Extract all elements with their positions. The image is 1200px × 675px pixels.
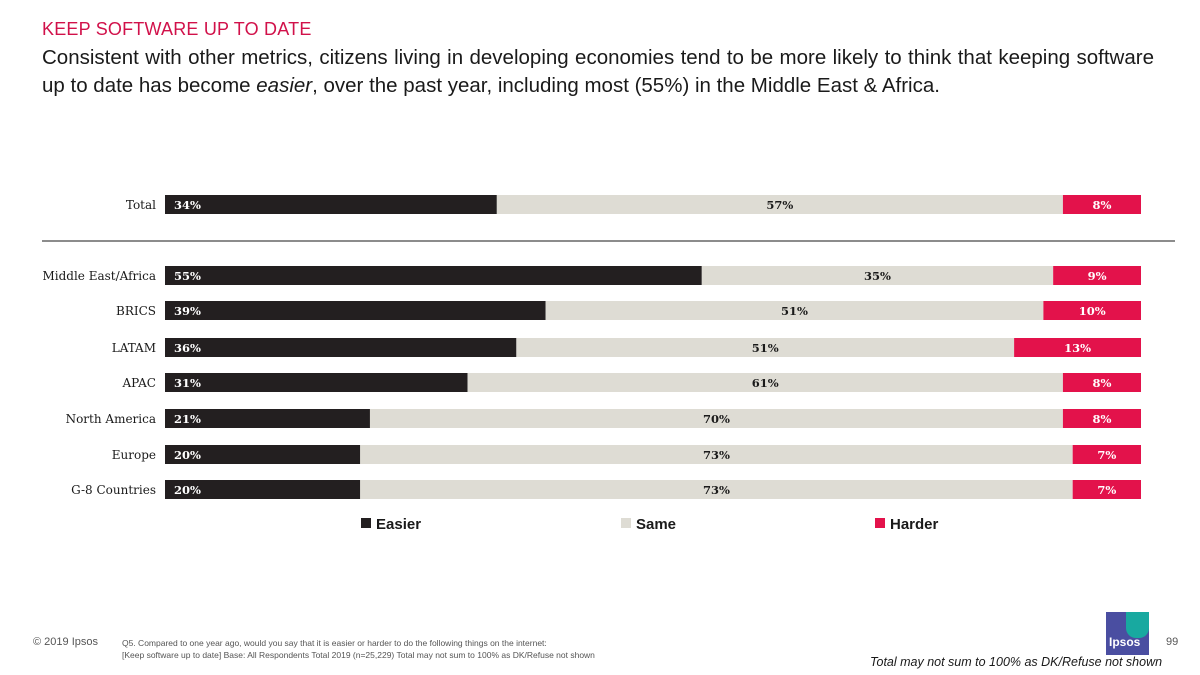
bar-easier-north-america bbox=[165, 409, 370, 428]
copyright: © 2019 Ipsos bbox=[33, 636, 98, 648]
value-label-easier-north-america: 21% bbox=[174, 412, 201, 426]
value-label-easier-apac: 31% bbox=[174, 376, 201, 390]
category-label-apac: APAC bbox=[122, 376, 157, 390]
category-label-europe: Europe bbox=[112, 448, 156, 462]
bar-harder-total bbox=[1062, 195, 1141, 214]
category-label-brics: BRICS bbox=[116, 304, 156, 318]
bar-harder-north-america bbox=[1062, 409, 1141, 428]
value-label-harder-middle-east-africa: 9% bbox=[1088, 269, 1107, 283]
bar-same-latam bbox=[516, 338, 1015, 357]
bar-same-europe bbox=[360, 445, 1073, 464]
category-label-middle-east-africa: Middle East/Africa bbox=[42, 269, 156, 283]
legend-swatch-same bbox=[621, 518, 631, 528]
legend-swatch-harder bbox=[875, 518, 885, 528]
subtitle-text-start: Consistent with other metrics, citizens … bbox=[42, 46, 1154, 97]
value-label-same-brics: 51% bbox=[781, 304, 808, 318]
bar-same-g-8-countries bbox=[360, 480, 1073, 499]
legend-label-easier: Easier bbox=[376, 516, 421, 533]
logo-shape bbox=[1126, 612, 1149, 638]
value-label-easier-middle-east-africa: 55% bbox=[174, 269, 201, 283]
bar-harder-brics bbox=[1043, 301, 1141, 320]
subtitle-text-end: , over the past year, including most (55… bbox=[312, 74, 940, 97]
bar-same-apac bbox=[467, 373, 1063, 392]
bar-easier-latam bbox=[165, 338, 517, 357]
category-label-g-8-countries: G-8 Countries bbox=[71, 483, 156, 497]
category-label-total: Total bbox=[126, 198, 156, 212]
stacked-bar-chart: Total 34% 57% 8% Middle East/Africa 55% 35% 9% B… bbox=[42, 195, 1175, 533]
bar-same-middle-east-africa bbox=[701, 266, 1054, 285]
value-label-harder-north-america: 8% bbox=[1092, 412, 1111, 426]
value-label-easier-latam: 36% bbox=[174, 341, 201, 355]
value-label-same-middle-east-africa: 35% bbox=[864, 269, 891, 283]
bar-easier-brics bbox=[165, 301, 546, 320]
page-number: 99 bbox=[1166, 636, 1179, 648]
bar-easier-middle-east-africa bbox=[165, 266, 702, 285]
value-label-easier-g-8-countries: 20% bbox=[174, 483, 201, 497]
value-label-same-total: 57% bbox=[766, 198, 793, 212]
value-label-harder-europe: 7% bbox=[1097, 448, 1116, 462]
bar-harder-europe bbox=[1072, 445, 1141, 464]
footnote-base: [Keep software up to date] Base: All Res… bbox=[122, 650, 595, 660]
legend-label-harder: Harder bbox=[890, 516, 939, 533]
value-label-easier-europe: 20% bbox=[174, 448, 201, 462]
bar-easier-apac bbox=[165, 373, 468, 392]
value-label-easier-total: 34% bbox=[174, 198, 201, 212]
value-label-same-apac: 61% bbox=[752, 376, 779, 390]
ipsos-logo: Ipsos bbox=[1106, 612, 1149, 655]
value-label-harder-g-8-countries: 7% bbox=[1097, 483, 1116, 497]
bar-harder-middle-east-africa bbox=[1053, 266, 1141, 285]
footnote-question: Q5. Compared to one year ago, would you … bbox=[122, 638, 547, 648]
value-label-same-g-8-countries: 73% bbox=[703, 483, 730, 497]
logo-text: Ipsos bbox=[1109, 635, 1141, 649]
slide-subtitle: Consistent with other metrics, citizens … bbox=[42, 44, 1154, 100]
value-label-same-europe: 73% bbox=[703, 448, 730, 462]
bar-easier-europe bbox=[165, 445, 361, 464]
category-label-latam: LATAM bbox=[112, 341, 156, 355]
value-label-harder-latam: 13% bbox=[1064, 341, 1091, 355]
bar-same-north-america bbox=[369, 409, 1063, 428]
bar-harder-latam bbox=[1014, 338, 1141, 357]
value-label-same-latam: 51% bbox=[752, 341, 779, 355]
value-label-harder-apac: 8% bbox=[1092, 376, 1111, 390]
legend-swatch-easier bbox=[361, 518, 371, 528]
value-label-harder-brics: 10% bbox=[1079, 304, 1106, 318]
bar-easier-total bbox=[165, 195, 497, 214]
category-label-north-america: North America bbox=[66, 412, 156, 426]
footnote: Q5. Compared to one year ago, would you … bbox=[122, 637, 762, 661]
bar-easier-g-8-countries bbox=[165, 480, 361, 499]
value-label-same-north-america: 70% bbox=[703, 412, 730, 426]
value-label-harder-total: 8% bbox=[1092, 198, 1111, 212]
bar-harder-g-8-countries bbox=[1072, 480, 1141, 499]
bar-harder-apac bbox=[1062, 373, 1141, 392]
section-title: KEEP SOFTWARE UP TO DATE bbox=[42, 19, 312, 39]
value-label-easier-brics: 39% bbox=[174, 304, 201, 318]
dk-refuse-note: Total may not sum to 100% as DK/Refuse n… bbox=[870, 655, 1163, 669]
bar-same-total bbox=[496, 195, 1063, 214]
subtitle-emphasis: easier bbox=[256, 74, 313, 97]
legend-label-same: Same bbox=[636, 516, 676, 533]
bar-same-brics bbox=[545, 301, 1044, 320]
